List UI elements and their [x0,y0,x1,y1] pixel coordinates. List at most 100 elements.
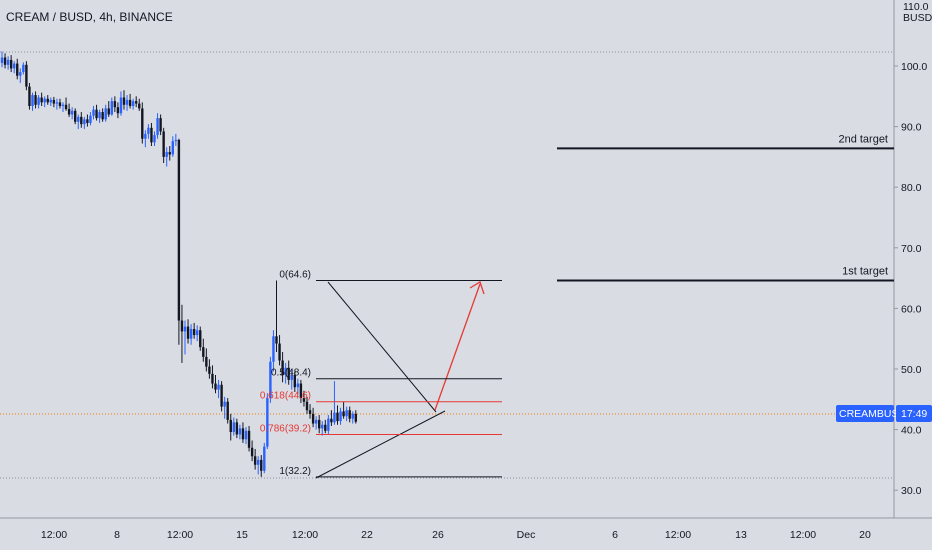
triangle-lower-line[interactable] [315,410,446,479]
price-axis[interactable]: BUSD 110.0 100.0 90.0 80.0 70.0 60.0 50.0 40.0… [894,1,932,497]
candle [89,112,92,126]
candle [147,124,150,139]
price-tick-label: 60.0 [901,303,922,315]
time-axis[interactable]: 12:00 8 12:00 15 12:00 22 26 Dec 6 12:00 13 12:00 20 [41,529,871,541]
candle [333,381,336,425]
fib-level-label: 0.618(44.6) [260,391,311,402]
candle [321,421,324,436]
candle-body [180,320,184,332]
candle [238,424,242,440]
candle [293,371,296,393]
candle-body [296,383,300,388]
candle-body [174,139,178,142]
candle-body [37,97,40,105]
candle [330,410,333,426]
candle-body [290,375,293,380]
candle-body [86,119,89,123]
candle [101,108,104,122]
candle [19,68,22,83]
candle-body [28,86,31,106]
candle-body [253,456,257,465]
candle [339,407,342,425]
candle-body [311,413,315,424]
candle [196,325,199,342]
candle-body [131,101,135,106]
candle [183,320,187,355]
candle [25,61,28,91]
target-label: 1st target [842,266,888,278]
time-badge-box [896,405,932,422]
candle-body [220,384,223,407]
candle [153,131,156,146]
fib-level-label: 1(32.2) [279,466,311,477]
candle-body [70,110,74,115]
candle [324,419,327,434]
candle-body [305,401,309,411]
candle-body [247,430,251,448]
candle-body [202,347,205,357]
candle-body [278,343,281,361]
candle-body [211,373,214,384]
target-label: 2nd target [838,133,888,145]
candle [122,90,126,110]
candle [92,105,95,120]
candle [144,130,147,148]
candle [318,415,321,434]
candle-body [318,419,321,429]
candle-body [107,108,110,115]
price-tick-label: 40.0 [901,425,922,437]
candle [6,56,10,70]
candle [263,442,266,474]
time-tick-label: 22 [361,529,373,541]
candle-body [183,326,187,332]
candle [186,319,190,344]
candle-body [55,102,59,104]
candle-body [229,419,232,433]
drawing-tools[interactable] [315,281,485,479]
candle [168,145,171,161]
candle [37,95,40,109]
price-tick-label: 50.0 [901,364,922,376]
candle-body [92,109,95,116]
candle [22,62,25,75]
candle [305,396,309,414]
candle [266,393,269,449]
fib-retracement[interactable]: 0(64.6) 0.5(48.4) 0.618(44.6) 0.786(39.2) 1(… [260,270,502,478]
candle-body [58,102,62,106]
candle [13,61,16,74]
time-badge-label: 17:49 [901,408,927,420]
candle [110,97,113,116]
candle-body [153,135,156,143]
candle-body [40,97,43,103]
triangle-upper-line[interactable] [327,281,437,413]
chart-title: CREAM / BUSD, 4h, BINANCE [6,10,173,24]
candle-body [299,383,303,399]
candle-body [89,115,92,123]
candle-body [19,72,22,76]
price-tick-label: 80.0 [901,182,922,194]
candle-body [263,446,266,471]
candle [351,411,354,424]
candle [138,98,141,111]
target-lines[interactable]: 2nd target 1st target [557,133,894,282]
projection-arrow-line[interactable] [434,283,481,411]
candle [3,53,7,69]
candle [296,378,300,395]
time-tick-label: 12:00 [167,529,193,541]
time-tick-label: Dec [517,529,536,541]
projection-arrow-head [469,281,485,295]
candle [311,407,315,428]
candle [67,103,71,117]
candle [107,101,110,117]
candle-body [25,64,28,87]
candle-body [168,152,171,155]
candle-body [266,398,269,447]
candle [302,390,306,407]
price-axis-currency: BUSD [903,12,932,24]
candle [202,338,205,362]
candle [9,55,13,73]
candle-body [83,119,86,125]
candle-body [333,412,336,423]
